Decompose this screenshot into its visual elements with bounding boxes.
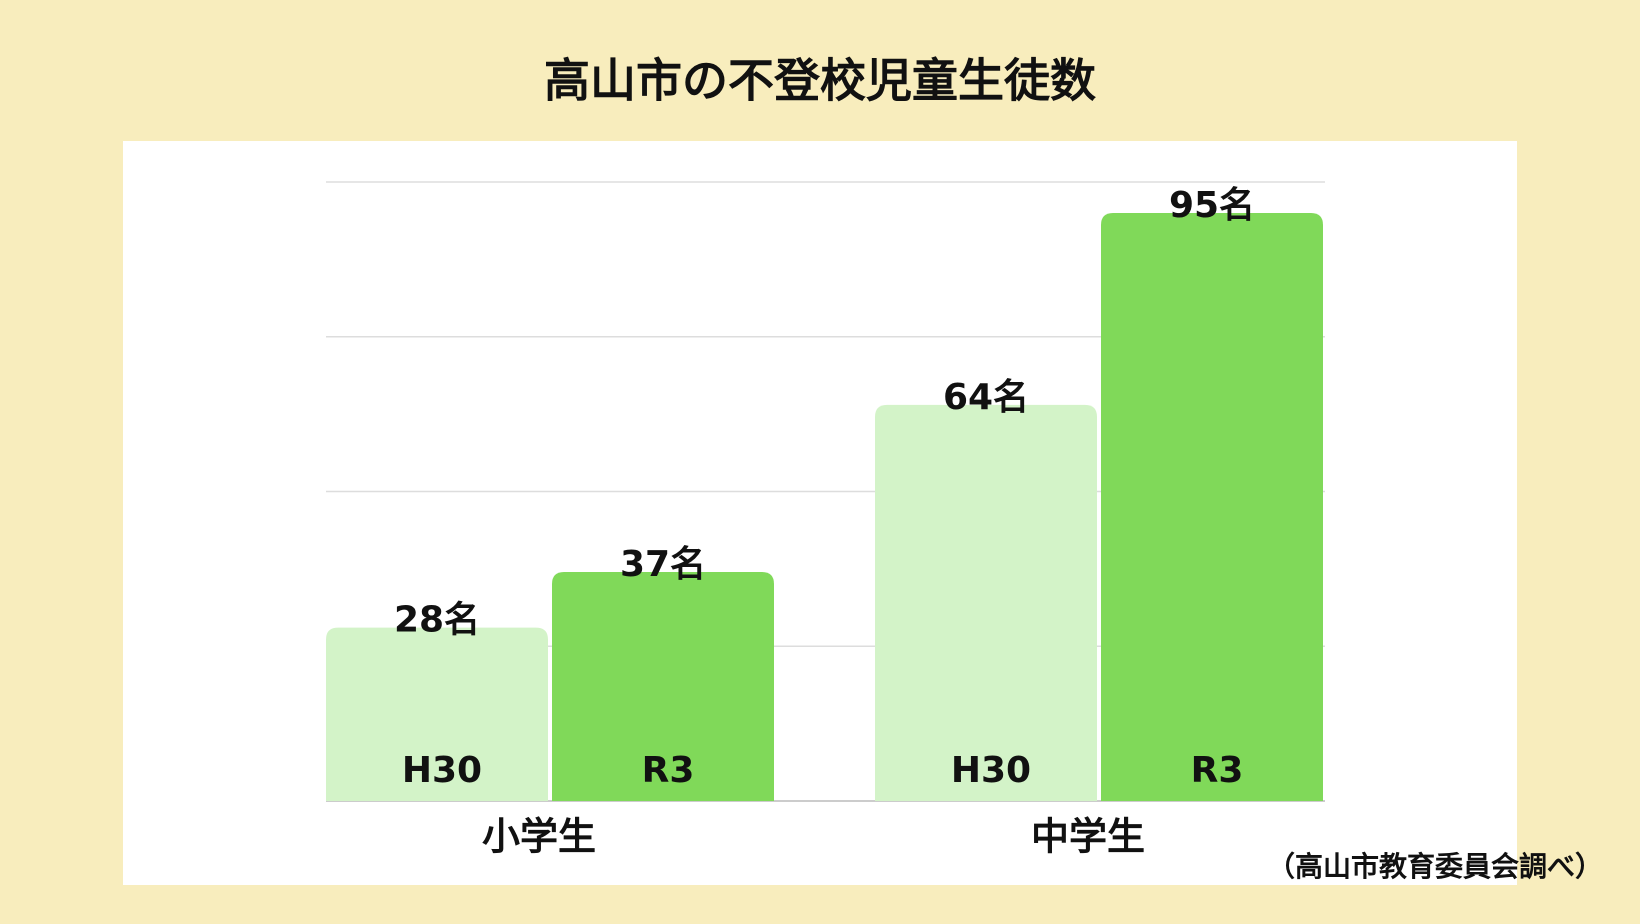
source-note: （高山市教育委員会調べ） [1267, 850, 1603, 883]
bar [875, 404, 1097, 801]
bar [326, 627, 548, 801]
series-label: R3 [1191, 750, 1244, 791]
x-tick-label: 小学生 [482, 815, 596, 859]
value-label: 95名 [1169, 185, 1255, 226]
value-label: 64名 [943, 377, 1029, 418]
series-label: R3 [642, 750, 695, 791]
bar [552, 571, 774, 801]
x-tick-label: 中学生 [1031, 815, 1145, 859]
chart-title: 高山市の不登校児童生徒数 [544, 54, 1096, 108]
bar [1101, 212, 1323, 801]
series-label: H30 [402, 750, 482, 791]
series-label: H30 [951, 750, 1031, 791]
value-label: 37名 [620, 544, 706, 585]
value-label: 28名 [394, 600, 480, 641]
